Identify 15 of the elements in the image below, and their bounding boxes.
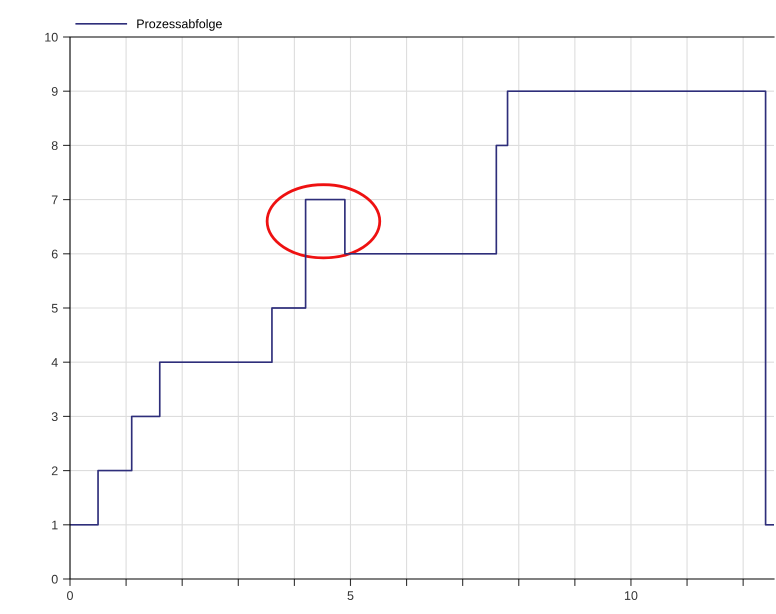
y-tick-label: 9 (52, 87, 58, 96)
y-tick-label: 3 (52, 412, 58, 422)
x-tick-label: 0 (67, 591, 73, 600)
y-tick-label: 10 (45, 32, 58, 42)
x-tick-label: 10 (624, 591, 638, 600)
y-tick-label: 7 (52, 196, 58, 204)
legend-label: Prozessabfolge (137, 19, 222, 31)
y-tick-label: 8 (52, 141, 58, 150)
x-tick-label: 5 (348, 591, 354, 600)
y-tick-label: 4 (52, 358, 58, 367)
y-tick-label: 6 (52, 250, 58, 258)
y-tick-label: 0 (52, 574, 58, 584)
y-tick-label: 5 (52, 304, 58, 313)
y-tick-label: 2 (52, 466, 58, 476)
y-tick-label: 1 (52, 520, 58, 530)
